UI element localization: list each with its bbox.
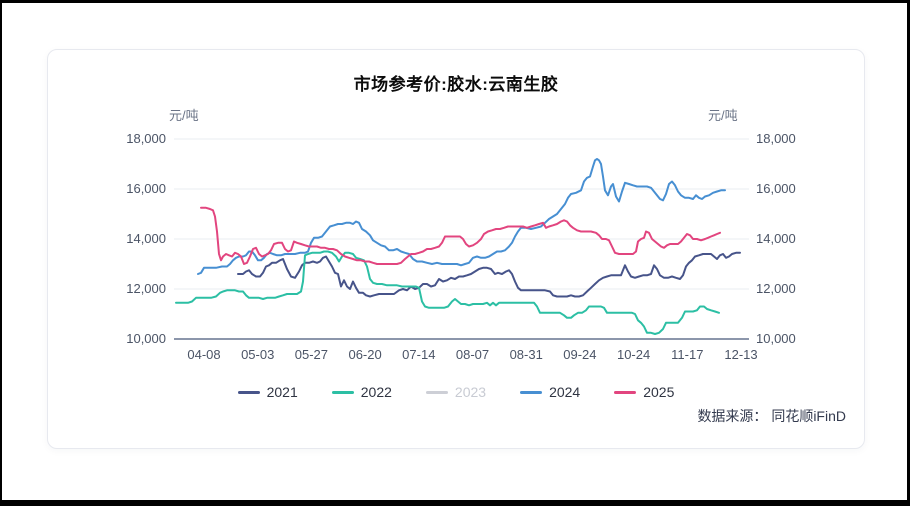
series-line-2024 [197, 158, 726, 275]
y-axis-unit-left: 元/吨 [169, 108, 199, 123]
series-line-2025 [200, 206, 721, 265]
x-tick-label: 08-31 [509, 347, 543, 362]
series-line-2022 [175, 250, 720, 335]
chart-card: 市场参考价:胶水:云南生胶 元/吨 元/吨 18,000 16,000 14,000… [47, 49, 865, 449]
legend-label: 2022 [360, 384, 392, 400]
legend-label: 2021 [266, 384, 298, 400]
y-tick-label: 18,000 [126, 131, 166, 146]
series-line-2021 [237, 251, 741, 298]
legend-swatch-2021 [237, 390, 260, 394]
y-tick-label: 14,000 [756, 231, 796, 246]
legend-swatch-2022 [331, 390, 354, 394]
y-tick-label: 12,000 [756, 281, 796, 296]
legend-swatch-2024 [520, 390, 543, 394]
legend-swatch-2025 [614, 390, 637, 394]
x-tick-label: 04-08 [187, 347, 221, 362]
y-tick-label: 12,000 [126, 281, 166, 296]
y-tick-label: 16,000 [756, 181, 796, 196]
x-tick-label: 10-24 [616, 347, 651, 362]
legend-item-2025[interactable]: 2025 [614, 384, 674, 400]
legend-swatch-2023 [425, 390, 448, 394]
x-tick-label: 06-20 [348, 347, 382, 362]
legend-label: 2023 [454, 384, 487, 400]
chart-title: 市场参考价:胶水:云南生胶 [353, 75, 559, 94]
y-tick-label: 18,000 [756, 131, 796, 146]
legend-label: 2024 [549, 384, 581, 400]
y-tick-label: 14,000 [126, 231, 166, 246]
legend-item-2024[interactable]: 2024 [520, 384, 580, 400]
x-tick-label: 07-14 [402, 347, 436, 362]
x-tick-label: 09-24 [563, 347, 597, 362]
plot-svg [174, 138, 749, 340]
x-tick-label: 05-03 [241, 347, 275, 362]
legend-item-2022[interactable]: 2022 [331, 384, 392, 400]
x-tick-label: 11-17 [671, 347, 704, 362]
y-axis-unit-right: 元/吨 [708, 108, 738, 123]
legend-label: 2025 [643, 384, 675, 400]
x-tick-label: 05-27 [294, 347, 329, 362]
x-tick-label: 08-07 [455, 347, 490, 362]
y-tick-label: 16,000 [126, 181, 166, 196]
legend-item-2023[interactable]: 2023 [425, 384, 487, 400]
data-source-label: 数据来源： 同花顺iFinD [697, 408, 846, 424]
legend: 2021 2022 2023 2024 2025 [48, 384, 864, 400]
legend-item-2021[interactable]: 2021 [237, 384, 298, 400]
y-tick-label: 10,000 [126, 331, 166, 346]
x-tick-label: 12-13 [724, 347, 758, 362]
y-tick-label: 10,000 [756, 331, 796, 346]
